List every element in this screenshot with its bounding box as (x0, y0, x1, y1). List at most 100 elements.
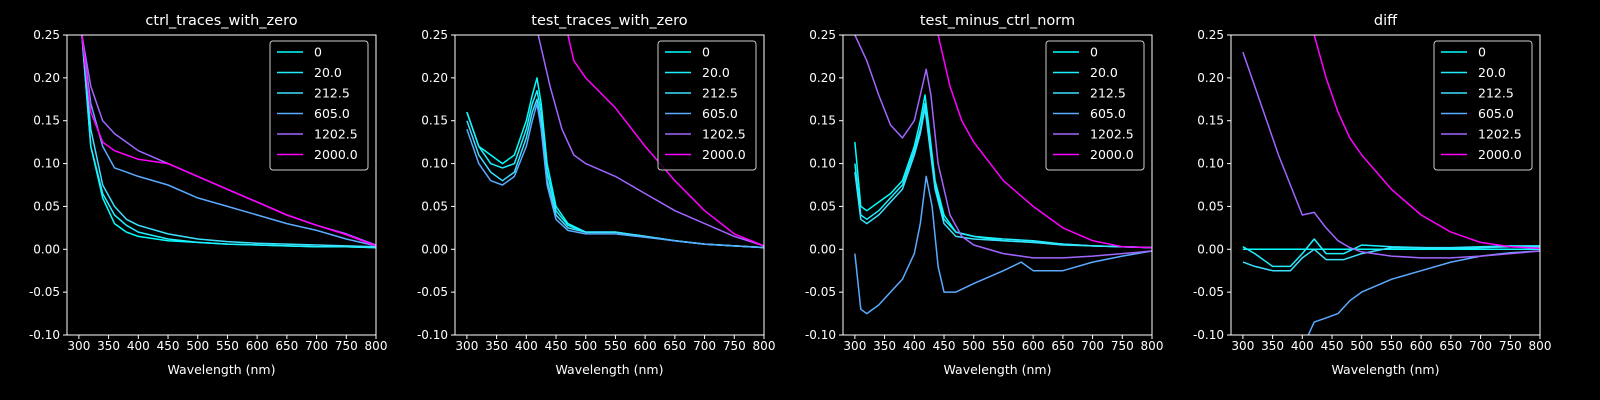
x-tick-label: 400 (127, 339, 150, 353)
series-line-2 (1242, 245, 1540, 272)
x-tick-label: 600 (246, 339, 269, 353)
x-tick-label: 650 (663, 339, 686, 353)
x-tick-label: 450 (545, 339, 568, 353)
x-tick-label: 700 (1081, 339, 1104, 353)
series-line-4 (1242, 51, 1540, 259)
x-tick-label: 800 (365, 339, 388, 353)
x-tick-label: 350 (97, 339, 120, 353)
x-tick-label: 550 (1380, 339, 1403, 353)
chart-panel-2: 300 350 400 450 500 550 600 650 700 750 800 -0.10 -0… (417, 13, 776, 377)
y-tick-label: 0.10 (421, 157, 448, 171)
legend-label: 212.5 (1090, 86, 1126, 101)
series-line-3 (466, 102, 764, 249)
x-tick-label: 600 (634, 339, 657, 353)
legend-label: 605.0 (702, 106, 738, 121)
legend-label: 212.5 (314, 86, 350, 101)
plot-frame (842, 34, 1153, 336)
y-tick-label: 0.10 (1197, 157, 1224, 171)
series-line-4 (537, 35, 764, 247)
x-tick-label: 750 (335, 339, 358, 353)
legend-label: 605.0 (1478, 106, 1514, 121)
x-tick-label: 400 (1291, 339, 1314, 353)
y-tick-label: 0.05 (809, 199, 836, 213)
legend: 0 20.0 212.5 605.0 1202.5 2000.0 (657, 40, 757, 171)
x-tick-label: 350 (485, 339, 508, 353)
y-tick-label: 0.25 (809, 28, 836, 42)
legend-label: 605.0 (1090, 106, 1126, 121)
y-tick-label: 0.15 (33, 114, 60, 128)
x-tick-label: 500 (962, 339, 985, 353)
y-tick-label: 0.05 (421, 199, 448, 213)
legend-label: 0 (1090, 45, 1098, 60)
x-tick-label: 750 (723, 339, 746, 353)
y-tick-label: -0.10 (1193, 328, 1224, 342)
y-tick-label: 0.05 (33, 199, 60, 213)
series-line-5 (567, 35, 764, 247)
y-tick-label: -0.05 (29, 285, 60, 299)
chart-title: ctrl_traces_with_zero (145, 13, 297, 29)
y-tick-label: 0.20 (1197, 71, 1224, 85)
y-tick-label: 0.00 (421, 242, 448, 256)
series-line-5 (1313, 35, 1540, 250)
plot-frame (1230, 34, 1541, 336)
legend-label: 0 (1478, 45, 1486, 60)
series-line-2 (854, 107, 1152, 249)
chart-panel-4: 300 350 400 450 500 550 600 650 700 750 800 -0.10 -0… (1193, 13, 1552, 377)
x-tick-label: 550 (992, 339, 1015, 353)
x-axis-label: Wavelength (nm) (556, 362, 664, 377)
y-tick-label: 0.20 (33, 71, 60, 85)
legend-label: 212.5 (702, 86, 738, 101)
chart-title: test_traces_with_zero (531, 13, 688, 29)
series-group (1242, 35, 1540, 335)
chart-title: test_minus_ctrl_norm (920, 13, 1075, 29)
y-tick-label: 0.25 (1197, 28, 1224, 42)
x-tick-label: 450 (1321, 339, 1344, 353)
legend-label: 0 (702, 45, 710, 60)
series-line-3 (81, 35, 376, 247)
legend-label: 1202.5 (314, 127, 358, 142)
x-tick-label: 400 (515, 339, 538, 353)
y-tick-label: -0.10 (805, 328, 836, 342)
series-line-5 (937, 35, 1152, 249)
chart-panel-1: 300 350 400 450 500 550 600 650 700 750 800 -0.10 -0… (29, 13, 388, 377)
series-line-3 (854, 175, 1152, 315)
series-group (466, 35, 764, 249)
y-tick-label: 0.15 (809, 114, 836, 128)
legend-label: 605.0 (314, 106, 350, 121)
legend-label: 1202.5 (1478, 127, 1522, 142)
y-tick-label: 0.10 (809, 157, 836, 171)
legend-label: 0 (314, 45, 322, 60)
legend-label: 2000.0 (1090, 147, 1134, 162)
y-tick-label: -0.10 (417, 328, 448, 342)
legend-label: 2000.0 (702, 147, 746, 162)
chart-title: diff (1374, 13, 1398, 29)
series-line-1 (81, 35, 376, 249)
x-tick-label: 650 (275, 339, 298, 353)
legend: 0 20.0 212.5 605.0 1202.5 2000.0 (269, 40, 369, 171)
legend-label: 212.5 (1478, 86, 1514, 101)
x-tick-label: 600 (1410, 339, 1433, 353)
x-tick-label: 650 (1051, 339, 1074, 353)
legend-label: 1202.5 (1090, 127, 1134, 142)
x-tick-label: 300 (455, 339, 478, 353)
plot-frame (454, 34, 765, 336)
legend-label: 20.0 (702, 65, 730, 80)
y-tick-label: 0.05 (1197, 199, 1224, 213)
y-tick-label: -0.05 (1193, 285, 1224, 299)
y-tick-label: 0.10 (33, 157, 60, 171)
x-tick-label: 300 (1231, 339, 1254, 353)
y-tick-label: 0.25 (33, 28, 60, 42)
plot-frame (66, 34, 377, 336)
y-tick-label: 0.00 (809, 242, 836, 256)
x-tick-label: 750 (1111, 339, 1134, 353)
legend: 0 20.0 212.5 605.0 1202.5 2000.0 (1045, 40, 1145, 171)
y-tick-label: 0.20 (809, 71, 836, 85)
legend-label: 20.0 (1090, 65, 1118, 80)
legend: 0 20.0 212.5 605.0 1202.5 2000.0 (1433, 40, 1533, 171)
x-tick-label: 550 (216, 339, 239, 353)
x-tick-label: 800 (1141, 339, 1164, 353)
legend-label: 2000.0 (1478, 147, 1522, 162)
series-group (854, 35, 1152, 315)
x-tick-label: 300 (67, 339, 90, 353)
